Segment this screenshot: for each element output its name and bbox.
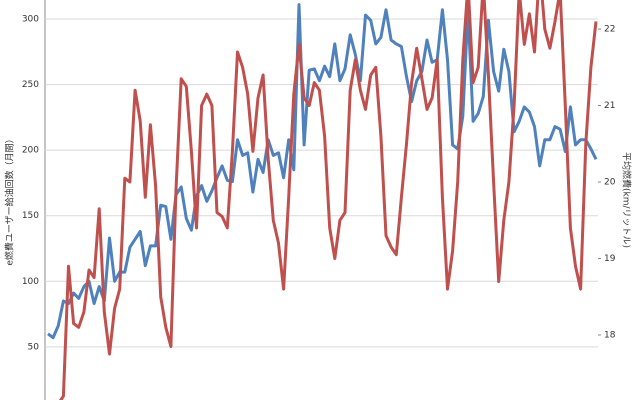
y2-tick-label: 21 (604, 101, 615, 111)
line-series (58, 0, 598, 400)
y2-axis-title: 平均燃費(km/リットル) (621, 152, 633, 248)
y2-tick-label: 20 (604, 178, 616, 188)
y-axis-title: e燃費ユーザー給油回数（月間） (4, 134, 16, 265)
y-tick-label: 250 (22, 80, 39, 90)
line-series (47, 3, 598, 340)
y-tick-label: 300 (22, 15, 39, 25)
y2-tick-label: 22 (604, 25, 615, 35)
y-tick-label: 150 (22, 211, 39, 221)
y2-tick-label: 18 (604, 330, 616, 340)
y-tick-label: 100 (22, 277, 39, 287)
y-tick-label: 50 (28, 342, 40, 352)
y2-tick-label: 19 (604, 254, 616, 264)
y-tick-label: 200 (22, 146, 39, 156)
